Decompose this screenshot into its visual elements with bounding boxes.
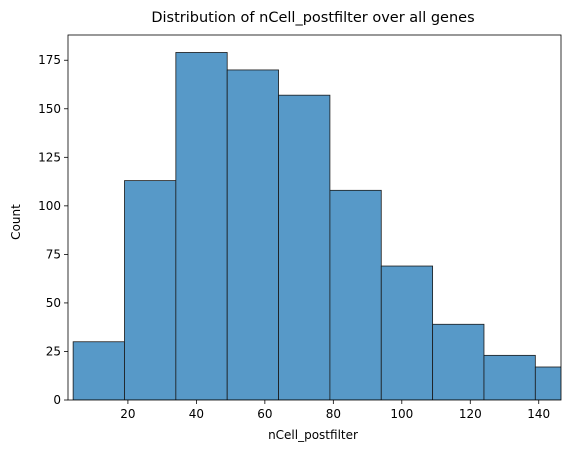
- y-tick-label: 75: [46, 247, 61, 261]
- histogram-bar: [380, 265, 434, 400]
- histogram-bar: [432, 323, 485, 400]
- x-tick-label: 60: [257, 407, 272, 421]
- histogram-bar: [175, 52, 228, 400]
- histogram-bar: [226, 69, 279, 400]
- histogram-bar: [534, 366, 561, 400]
- plot-frame: [67, 34, 562, 401]
- y-tick-label: 150: [38, 102, 61, 116]
- histogram-bar: [483, 354, 536, 400]
- x-tick-label: 40: [189, 407, 204, 421]
- y-tick-label: 25: [46, 344, 61, 358]
- y-ticks-group: 0 25 50 75 100 125 150 175: [38, 53, 68, 407]
- bars-group: [72, 52, 561, 400]
- y-tick-label: 0: [53, 393, 61, 407]
- x-tick-label: 140: [527, 407, 550, 421]
- x-tick-label: 100: [390, 407, 413, 421]
- x-tick-label: 120: [459, 407, 482, 421]
- chart-title: Distribution of nCell_postfilter over al…: [151, 10, 474, 26]
- y-tick-label: 175: [38, 53, 61, 67]
- y-tick-label: 100: [38, 199, 61, 213]
- x-ticks-group: 20 40 60 80 100 120 140: [120, 400, 550, 421]
- y-axis-label: Count: [9, 204, 23, 240]
- y-tick-label: 50: [46, 296, 61, 310]
- x-tick-label: 80: [326, 407, 341, 421]
- histogram-bar: [72, 341, 125, 400]
- y-tick-label: 125: [38, 150, 61, 164]
- histogram-bar: [278, 94, 331, 400]
- x-tick-label: 20: [120, 407, 135, 421]
- x-axis-label: nCell_postfilter: [268, 428, 358, 442]
- histogram-bar: [124, 180, 177, 400]
- histogram-bar: [329, 189, 382, 400]
